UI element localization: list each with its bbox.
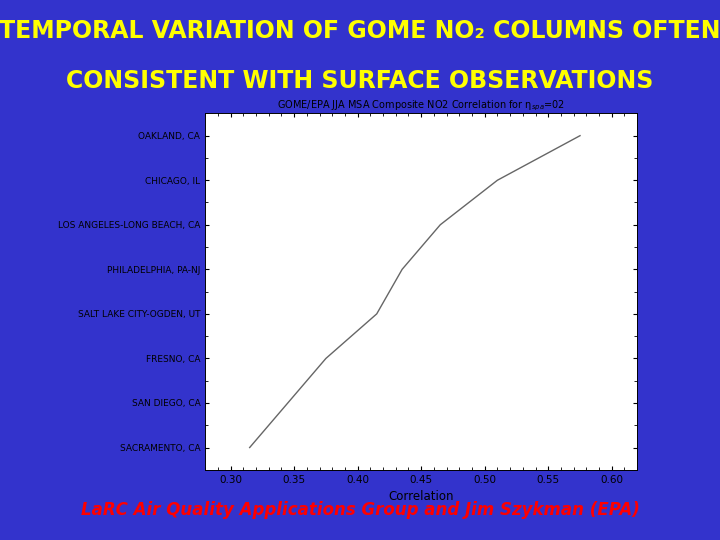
Text: CONSISTENT WITH SURFACE OBSERVATIONS: CONSISTENT WITH SURFACE OBSERVATIONS (66, 69, 654, 93)
X-axis label: Correlation: Correlation (389, 490, 454, 503)
Title: GOME/EPA JJA MSA Composite NO2 Correlation for η$_{spa}$=02: GOME/EPA JJA MSA Composite NO2 Correlati… (277, 99, 565, 113)
Text: TEMPORAL VARIATION OF GOME NO₂ COLUMNS OFTEN: TEMPORAL VARIATION OF GOME NO₂ COLUMNS O… (0, 19, 720, 43)
Text: LaRC Air Quality Applications Group and Jim Szykman (EPA): LaRC Air Quality Applications Group and … (81, 501, 639, 519)
